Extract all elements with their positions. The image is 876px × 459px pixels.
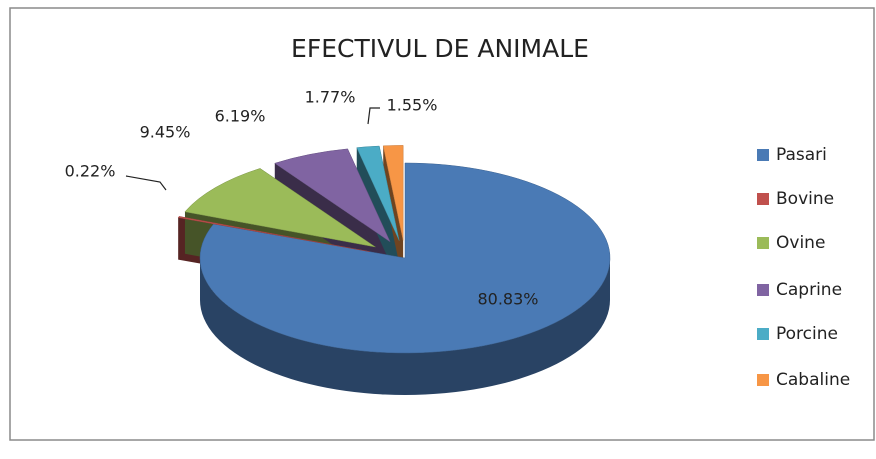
legend-label: Porcine	[776, 324, 838, 344]
leader-line	[367, 107, 380, 125]
slice	[382, 145, 404, 241]
slice	[184, 168, 376, 248]
data-label: 6.19%	[215, 107, 266, 126]
legend-swatch	[757, 328, 769, 340]
leader-line	[125, 175, 167, 191]
legend-label: Caprine	[776, 280, 842, 300]
slice	[274, 148, 391, 243]
data-label: 9.45%	[140, 123, 191, 142]
legend-label: Ovine	[776, 233, 825, 253]
chart-title: EFECTIVUL DE ANIMALE	[291, 34, 589, 63]
legend-swatch	[757, 193, 769, 205]
data-label: 80.83%	[477, 290, 538, 309]
data-label: 1.77%	[305, 88, 356, 107]
slice-side	[200, 258, 610, 395]
data-label: 0.22%	[65, 162, 116, 181]
slice	[356, 145, 400, 241]
legend-swatch	[757, 374, 769, 386]
legend-swatch	[757, 237, 769, 249]
legend-swatch	[757, 149, 769, 161]
slice	[199, 162, 611, 354]
legend-label: Pasari	[776, 145, 827, 165]
legend-label: Cabaline	[776, 370, 850, 390]
slice	[177, 216, 370, 252]
legend-label: Bovine	[776, 189, 834, 209]
data-label: 1.55%	[387, 96, 438, 115]
legend-swatch	[757, 284, 769, 296]
